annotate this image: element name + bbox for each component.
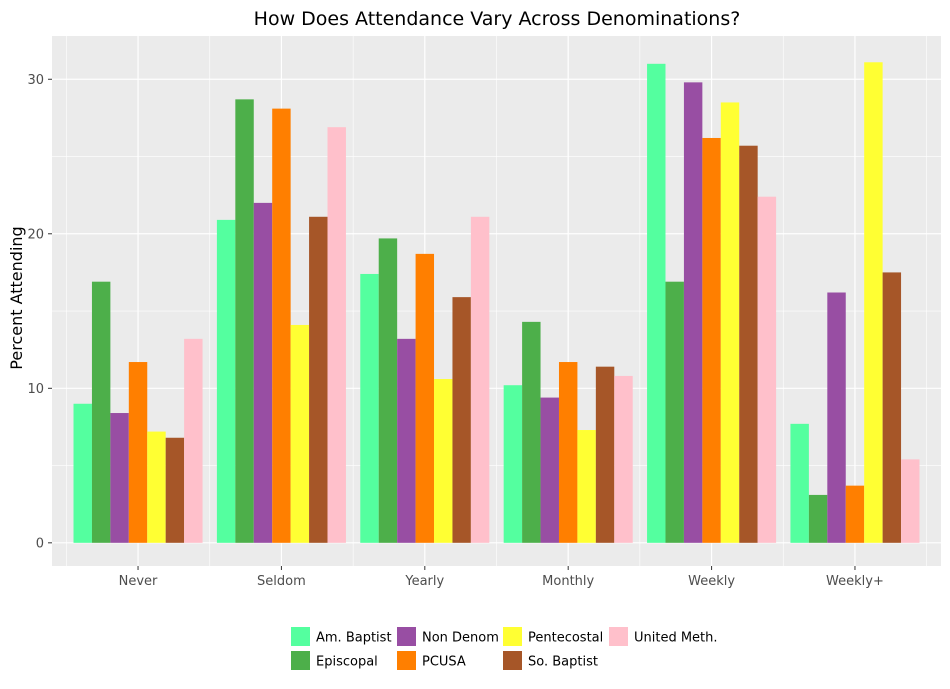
bar: [470, 216, 490, 543]
bar: [91, 281, 111, 543]
bar: [452, 297, 471, 543]
bar: [647, 63, 666, 543]
x-tick-label: Monthly: [542, 574, 594, 589]
bar: [216, 219, 236, 543]
bar: [327, 127, 346, 543]
y-axis-ticks: 0 10 20 30: [27, 73, 52, 551]
bar: [882, 272, 902, 543]
bar: [901, 459, 920, 543]
x-tick-label: Never: [119, 574, 158, 589]
bar: [184, 338, 203, 543]
bar: [503, 385, 523, 543]
bar: [434, 379, 453, 543]
y-tick-label: 30: [27, 73, 44, 88]
x-axis-ticks: Never Seldom Yearly Monthly Weekly Weekly+: [119, 566, 884, 589]
y-tick-label: 10: [27, 382, 44, 397]
legend-label: Pentecostal: [528, 631, 603, 646]
y-axis-label: Percent Attending: [7, 226, 26, 369]
legend-key: [291, 651, 310, 670]
bar: [739, 145, 758, 543]
legend-label: United Meth.: [634, 631, 718, 646]
bar: [522, 321, 541, 543]
bar: [415, 253, 435, 543]
x-tick-label: Yearly: [404, 574, 444, 589]
bars: [73, 62, 920, 543]
bar: [397, 338, 416, 543]
bar: [720, 102, 740, 543]
bar: [147, 431, 166, 543]
bar: [165, 437, 185, 543]
bar: [845, 485, 865, 543]
bar: [595, 366, 615, 543]
bar: [864, 62, 883, 543]
bar: [808, 494, 828, 543]
legend-label: Episcopal: [316, 655, 378, 670]
legend-label: PCUSA: [422, 655, 466, 670]
bar: [665, 281, 684, 543]
bar: [309, 216, 328, 543]
legend-label: Am. Baptist: [316, 631, 392, 646]
legend-key: [291, 627, 310, 646]
bar: [378, 238, 398, 543]
legend-key: [503, 651, 522, 670]
bar: [827, 292, 846, 543]
y-tick-label: 0: [36, 536, 44, 551]
bar: [757, 196, 777, 543]
legend-key: [609, 627, 628, 646]
legend-label: So. Baptist: [528, 655, 598, 670]
x-tick-label: Seldom: [257, 574, 306, 589]
x-tick-label: Weekly: [688, 574, 735, 589]
bar: [73, 403, 92, 543]
bar: [272, 108, 291, 543]
bar: [235, 99, 254, 543]
bar: [790, 423, 809, 543]
bar: [702, 137, 721, 543]
legend-label: Non Denom: [422, 631, 499, 646]
legend-key: [397, 627, 416, 646]
bar: [128, 362, 148, 543]
bar: [540, 397, 559, 543]
bar: [290, 324, 310, 543]
chart-title: How Does Attendance Vary Across Denomina…: [254, 8, 741, 30]
bar: [360, 273, 379, 543]
bar: [253, 202, 273, 543]
x-tick-label: Weekly+: [826, 574, 884, 589]
bar: [577, 430, 596, 543]
bar: [110, 413, 129, 543]
bar: [558, 362, 578, 543]
legend: Am. Baptist Episcopal Non Denom PCUSA Pentec…: [291, 627, 718, 670]
bar: [683, 82, 703, 543]
y-tick-label: 20: [27, 227, 44, 242]
bar: [614, 375, 633, 543]
legend-key: [397, 651, 416, 670]
legend-key: [503, 627, 522, 646]
